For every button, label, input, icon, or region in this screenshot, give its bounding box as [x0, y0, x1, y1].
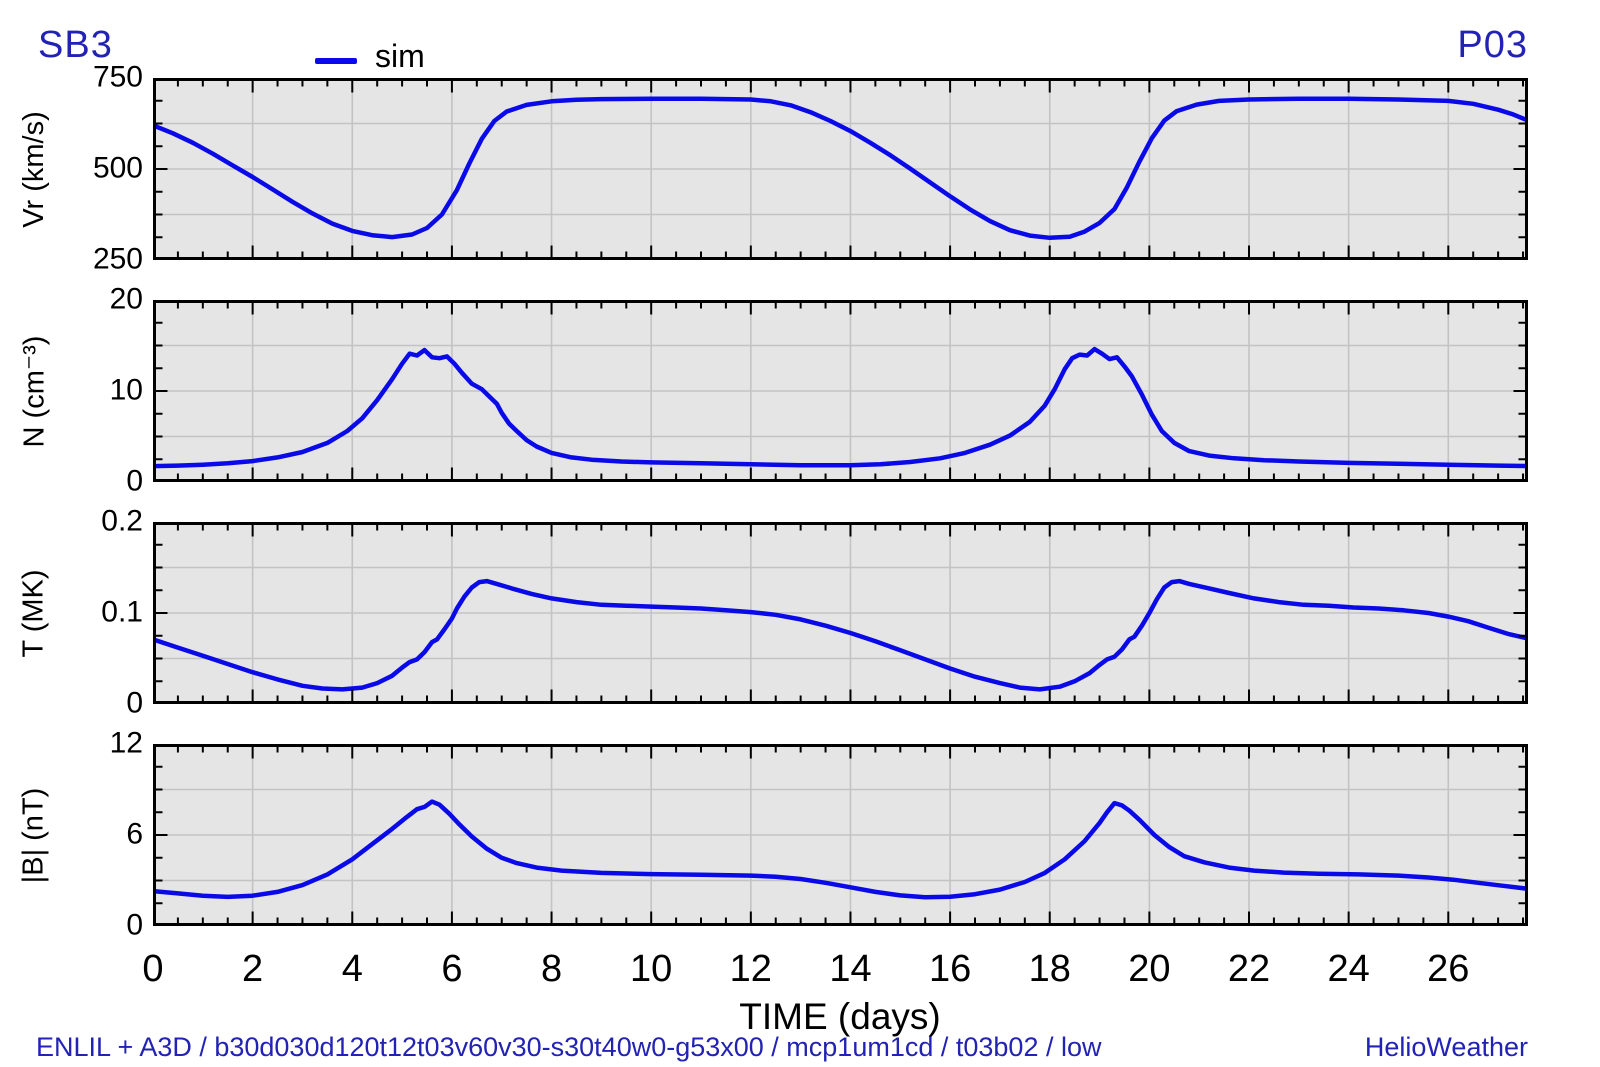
series-title: SB3 [38, 24, 113, 66]
x-tick-label: 6 [441, 948, 463, 990]
y-tick-label: 0.1 [101, 595, 143, 629]
brand-annotation: HelioWeather [1364, 1032, 1528, 1062]
y-tick-label: 750 [92, 60, 143, 94]
x-tick-label: 18 [1028, 948, 1071, 990]
panel-temperature: T (MK) 0.2 0.1 0 [0, 504, 1600, 719]
time-axis-title: TIME (days) [739, 996, 941, 1037]
position-title: P03 [1457, 24, 1528, 66]
x-tick-label: 20 [1128, 948, 1171, 990]
x-tick-label: 16 [928, 948, 972, 990]
x-tick-label: 24 [1327, 948, 1370, 990]
y-tick-label: 6 [126, 817, 143, 851]
density-plot-area [153, 300, 1528, 482]
y-tick-label: 0.2 [101, 504, 143, 538]
y-tick-label: 250 [92, 242, 143, 276]
x-tick-label: 12 [729, 948, 772, 990]
y-tick-label: 500 [92, 151, 143, 185]
panel-density: N (cm⁻³) 20 10 0 [0, 282, 1600, 497]
bfield-plot-area [153, 744, 1528, 926]
x-tick-label: 4 [341, 948, 363, 990]
time-axis-tick-labels: 0 2 4 6 8 10 12 14 16 18 20 22 24 26 [0, 948, 1600, 992]
temperature-plot-area [153, 522, 1528, 704]
y-tick-label: 10 [109, 373, 143, 407]
x-tick-label: 14 [829, 948, 872, 990]
x-tick-label: 26 [1427, 948, 1470, 990]
x-tick-label: 8 [540, 948, 563, 990]
model-run-annotation: ENLIL + A3D / b30d030d120t12t03v60v30-s3… [36, 1032, 1102, 1062]
panel-vr: Vr (km/s) 750 500 250 [0, 60, 1600, 275]
x-tick-label: 22 [1227, 948, 1271, 990]
legend-label-sim: sim [375, 38, 425, 74]
y-tick-label: 0 [126, 464, 143, 498]
panel-bfield: |B| (nT) 12 6 0 [0, 726, 1600, 941]
x-tick-label: 0 [142, 948, 164, 990]
y-tick-label: 0 [126, 686, 143, 720]
y-tick-label: 0 [126, 908, 143, 942]
y-tick-label: 20 [109, 282, 143, 316]
y-tick-label: 12 [109, 726, 143, 760]
vr-plot-area [153, 78, 1528, 260]
x-tick-label: 2 [242, 948, 264, 990]
legend-line-sim [315, 58, 357, 64]
x-tick-label: 10 [630, 948, 673, 990]
